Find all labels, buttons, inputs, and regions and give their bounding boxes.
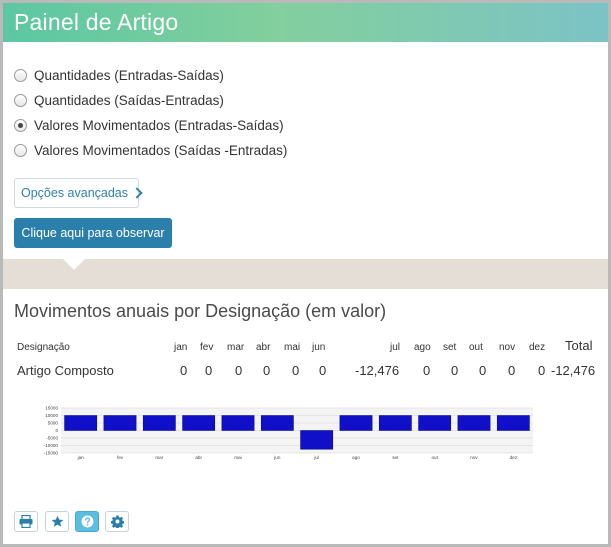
- radio-label[interactable]: Valores Movimentados (Entradas-Saídas): [34, 118, 284, 133]
- row-value-jan: 0: [180, 363, 188, 378]
- chart-bar-nov: [457, 415, 491, 431]
- row-value-nov: 0: [508, 363, 516, 378]
- month-header-abr: abr: [256, 342, 271, 353]
- page-title: Painel de Artigo: [14, 9, 179, 35]
- chart-y-tick-label: -10000: [44, 443, 59, 448]
- chart-bar-out: [418, 415, 452, 431]
- advanced-options-button[interactable]: Opções avançadas: [14, 178, 139, 208]
- month-header-fev: fev: [200, 342, 214, 353]
- radio-button[interactable]: [14, 94, 27, 107]
- chart-x-tick-label: nov: [470, 455, 478, 460]
- chart-x-tick-label: abr: [195, 455, 202, 460]
- gear-icon: [110, 515, 124, 528]
- radio-button[interactable]: [14, 144, 27, 157]
- radio-option-values-out-in[interactable]: Valores Movimentados (Saídas -Entradas): [14, 138, 287, 163]
- radio-option-values-in-out[interactable]: Valores Movimentados (Entradas-Saídas): [14, 113, 287, 138]
- chart-y-tick-label: -5000: [46, 436, 58, 441]
- total-header: Total: [565, 338, 593, 353]
- month-header-ago: ago: [414, 342, 431, 353]
- row-value-mai: 0: [292, 363, 300, 378]
- chart-y-tick-label: -15000: [44, 451, 59, 456]
- designation-header: Designação: [17, 342, 70, 353]
- row-value-mar: 0: [235, 363, 243, 378]
- section-title: Movimentos anuais por Designação (em val…: [14, 301, 387, 321]
- chart-x-tick-label: fev: [117, 455, 124, 460]
- section-divider: [3, 259, 608, 289]
- month-header-dez: dez: [529, 342, 546, 353]
- chart-x-tick-label: dez: [510, 455, 518, 460]
- row-value-abr: 0: [263, 363, 271, 378]
- chart-y-tick-label: 5000: [48, 421, 59, 426]
- page-header: Painel de Artigo: [3, 3, 608, 42]
- chart-x-tick-label: mai: [234, 455, 241, 460]
- chart-bar-set: [378, 415, 412, 431]
- chart-bar-jan: [64, 415, 98, 431]
- chart-y-tick-label: 15000: [45, 406, 58, 411]
- row-designation: Artigo Composto: [17, 363, 114, 378]
- star-icon: [51, 515, 63, 527]
- radio-label[interactable]: Valores Movimentados (Saídas -Entradas): [34, 143, 288, 158]
- chart-x-tick-label: set: [392, 455, 399, 460]
- row-total: -12,476: [551, 363, 596, 378]
- chart-x-tick-label: out: [431, 455, 438, 460]
- radio-button[interactable]: [14, 69, 27, 82]
- print-button[interactable]: [14, 511, 38, 532]
- month-header-jun: jun: [312, 342, 326, 353]
- monthly-bar-chart: 15000 10000 5000 0 -5000 -10000 -15000 jan fev ma…: [44, 406, 533, 460]
- settings-button[interactable]: [105, 511, 129, 532]
- movements-table: Designação jan fev mar abr mai jun jul a…: [3, 338, 608, 388]
- row-value-ago: 0: [423, 363, 431, 378]
- radio-label[interactable]: Quantidades (Saídas-Entradas): [34, 93, 224, 108]
- row-value-jun: 0: [319, 363, 327, 378]
- chart-bar-ago: [339, 415, 373, 431]
- chart-bar-mar: [142, 415, 176, 431]
- chart-bar-abr: [182, 415, 216, 431]
- advanced-options-label[interactable]: Opções avançadas: [21, 186, 129, 200]
- radio-option-qty-in-out[interactable]: Quantidades (Entradas-Saídas): [14, 63, 287, 88]
- chart-x-tick-label: jan: [77, 455, 85, 460]
- chart-x-tick-label: jul: [313, 455, 319, 460]
- chart-y-tick-label: 10000: [45, 413, 58, 418]
- row-value-set: 0: [451, 363, 459, 378]
- chart-x-tick-label: jun: [273, 455, 281, 460]
- chart-bar-dez: [496, 415, 530, 431]
- mode-radio-group: Quantidades (Entradas-Saídas) Quantidade…: [14, 63, 287, 163]
- month-header-jul: jul: [390, 342, 401, 353]
- chart-x-tick-label: ago: [352, 455, 360, 460]
- chart-bar-fev: [103, 415, 137, 431]
- chart-bar-jun: [260, 415, 294, 431]
- help-icon: [81, 515, 93, 528]
- radio-option-qty-out-in[interactable]: Quantidades (Saídas-Entradas): [14, 88, 287, 113]
- favorite-button[interactable]: [45, 511, 69, 532]
- radio-button-selected[interactable]: [14, 119, 27, 132]
- help-button[interactable]: [75, 511, 99, 532]
- row-value-fev: 0: [205, 363, 213, 378]
- row-value-jul: -12,476: [355, 363, 400, 378]
- month-header-mar: mar: [227, 342, 245, 353]
- row-value-out: 0: [479, 363, 487, 378]
- chevron-right-icon: [133, 187, 138, 199]
- month-header-jan: jan: [174, 342, 188, 353]
- divider-notch: [63, 259, 85, 270]
- month-header-nov: nov: [499, 342, 516, 353]
- radio-label[interactable]: Quantidades (Entradas-Saídas): [34, 68, 224, 83]
- month-header-out: out: [469, 342, 483, 353]
- row-value-dez: 0: [538, 363, 546, 378]
- chart-x-tick-label: mar: [155, 455, 163, 460]
- chart-y-tick-label: 0: [55, 428, 58, 433]
- month-header-mai: mai: [284, 342, 301, 353]
- print-icon: [19, 515, 33, 528]
- chart-bar-jul: [300, 430, 334, 450]
- month-header-set: set: [443, 342, 457, 353]
- observe-button[interactable]: Clique aqui para observar: [14, 218, 172, 248]
- chart-bar-mai: [221, 415, 255, 431]
